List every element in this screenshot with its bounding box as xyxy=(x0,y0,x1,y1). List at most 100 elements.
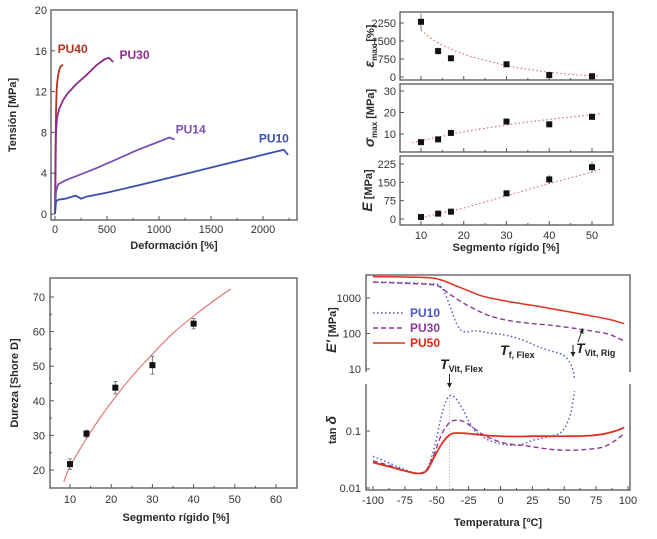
x-tick-label: 0 xyxy=(497,495,503,507)
y-tick-label: 70 xyxy=(33,292,45,304)
data-point xyxy=(418,214,424,221)
panel-dma: -100 -75 -50 -25 0 25 50 75 100 10 100 1000 0.01 0.1 E… xyxy=(323,274,637,529)
legend-label: PU10 xyxy=(410,306,440,320)
data-point xyxy=(503,61,510,68)
y-tick-label: 0 xyxy=(41,209,47,221)
subpanel-stress: 10 20 30 σmax [MPa] xyxy=(361,83,614,153)
axis-break xyxy=(361,372,371,384)
x-tick-label: 30 xyxy=(500,230,512,242)
panel-hardness: 10 20 30 40 50 60 20 30 40 50 60 70 Segmento rígido… xyxy=(9,277,298,524)
y-tick-label: 225 xyxy=(378,159,396,171)
y-tick-label: 20 xyxy=(33,465,45,477)
y-tick-label: 0.1 xyxy=(346,426,361,438)
legend-label: PU30 xyxy=(410,321,440,335)
data-point xyxy=(546,72,553,79)
y-tick-label: 0 xyxy=(390,214,396,226)
x-tick-label: 30 xyxy=(146,494,158,506)
annotation-tvit-rig: TVit, Rig xyxy=(576,340,615,358)
x-tick-label: 20 xyxy=(458,230,470,242)
x-tick-label: 75 xyxy=(590,495,602,507)
data-point xyxy=(112,384,119,391)
data-point xyxy=(589,73,595,80)
y-label-symbol: E' xyxy=(323,339,339,352)
y-label-symbol: E xyxy=(359,202,375,212)
fit-curve xyxy=(63,288,232,483)
y-axis-label: εmax [%] xyxy=(361,24,379,67)
data-point xyxy=(418,139,424,146)
y-tick-label: 30 xyxy=(384,86,396,98)
x-tick-label: -75 xyxy=(397,495,413,507)
y-label-symbol: δ xyxy=(323,415,339,424)
series-line-pu10 xyxy=(54,148,289,215)
y-tick-label: 4 xyxy=(41,168,47,180)
data-point xyxy=(435,136,442,143)
y-tick-label: 2250 xyxy=(372,18,396,30)
y-label-subscript: max xyxy=(370,121,379,138)
series-line-pu14 xyxy=(54,136,175,215)
x-tick-label: 40 xyxy=(543,230,555,242)
data-point xyxy=(589,164,595,171)
data-point xyxy=(83,430,90,437)
y-axis-label: Dureza [Shore D] xyxy=(9,338,21,428)
y-tick-label: 1000 xyxy=(337,293,361,305)
y-tick-label: 75 xyxy=(384,196,396,208)
y-tick-label: 0 xyxy=(390,72,396,84)
y-tick-label: 10 xyxy=(349,364,361,376)
data-point xyxy=(546,176,553,183)
y-tick-label: 750 xyxy=(378,54,396,66)
x-tick-label: 1500 xyxy=(199,224,223,236)
y-tick-label: 20 xyxy=(384,108,396,120)
y-axis-label-tandelta: tan δ xyxy=(323,415,339,444)
y-tick-label: 40 xyxy=(33,396,45,408)
y-label-symbol: ε xyxy=(361,60,377,67)
x-tick-label: 50 xyxy=(229,494,241,506)
annotation-symbol: T xyxy=(500,342,510,358)
x-axis-label: Temperatura [ºC] xyxy=(454,517,542,529)
x-tick-label: -100 xyxy=(362,495,384,507)
y-tick-label: 50 xyxy=(33,361,45,373)
annotation-tvit-flex: TVit, Flex xyxy=(440,356,483,374)
y-axis-label: Tensión [MPa] xyxy=(7,77,19,152)
data-point xyxy=(190,320,197,327)
y-tick-label: 10 xyxy=(384,129,396,141)
annotation-subscript: Vit, Rig xyxy=(585,348,616,358)
data-point xyxy=(435,48,442,55)
y-tick-label: 8 xyxy=(41,127,47,139)
x-tick-label: 40 xyxy=(187,494,199,506)
plot-frame xyxy=(365,274,631,491)
x-tick-label: 500 xyxy=(98,224,116,236)
y-tick-label: 150 xyxy=(378,177,396,189)
y-label-unit: [%] xyxy=(365,24,377,45)
storage-line-pu30 xyxy=(372,281,625,342)
x-tick-label: 10 xyxy=(415,230,427,242)
data-point xyxy=(503,190,510,197)
x-axis-label: Segmento rígido [%] xyxy=(453,242,560,254)
data-point xyxy=(149,362,156,369)
y-axis-label: E [MPa] xyxy=(359,169,375,212)
tandelta-line-pu10 xyxy=(372,391,576,475)
legend-item-pu30: PU30 xyxy=(373,321,440,335)
y-tick-label: 0.01 xyxy=(340,483,361,495)
data-point xyxy=(447,129,454,136)
series-label-pu10: PU10 xyxy=(259,132,289,146)
x-tick-label: 100 xyxy=(619,495,637,507)
y-tick-label: 12 xyxy=(35,87,47,99)
y-label-unit: [MPa] xyxy=(363,169,375,202)
x-tick-label: 10 xyxy=(64,494,76,506)
plot-frame xyxy=(49,277,298,489)
data-point xyxy=(418,18,424,25)
y-axis-label-storage: E' [MPa] xyxy=(323,307,339,353)
annotation-subscript: f, Flex xyxy=(509,350,535,360)
y-label-symbol: σ xyxy=(361,137,377,147)
y-tick-label: 16 xyxy=(35,46,47,58)
annotation-symbol: T xyxy=(576,340,586,356)
data-point xyxy=(546,121,553,128)
y-tick-label: 100 xyxy=(343,329,361,341)
legend-item-pu10: PU10 xyxy=(373,306,440,320)
x-tick-label: 1000 xyxy=(147,224,171,236)
series-label-pu40: PU40 xyxy=(58,42,88,56)
panel-tensile: 0 500 1000 1500 2000 0 4 8 12 16 20 PU40 PU30 PU14 PU… xyxy=(7,5,298,252)
